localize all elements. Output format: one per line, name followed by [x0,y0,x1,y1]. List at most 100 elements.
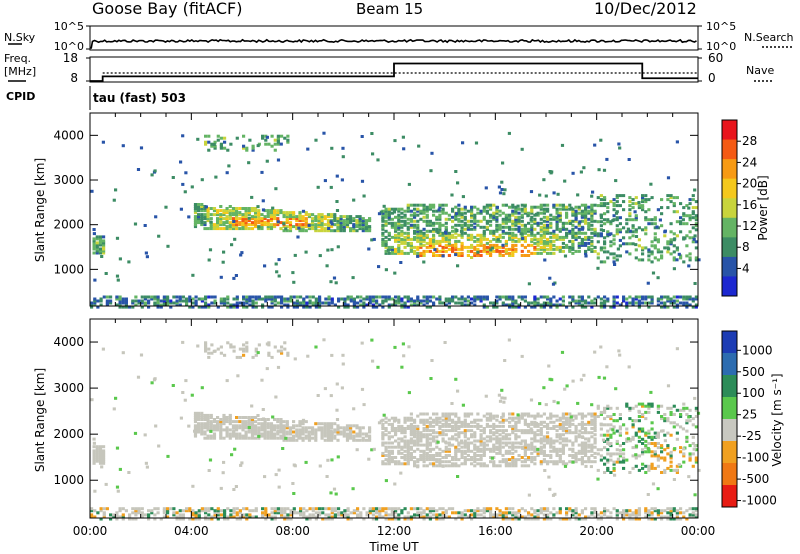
heatmap-cell [596,232,600,236]
heatmap-cell [330,517,334,521]
heatmap-cell [393,139,397,143]
heatmap-cell [364,223,369,227]
heatmap-cell [435,431,439,435]
heatmap-cell [432,439,436,443]
heatmap-cell [422,299,426,303]
heatmap-cell [263,209,267,213]
heatmap-cell [314,215,318,219]
heatmap-cell [128,515,132,519]
heatmap-cell [672,299,676,303]
heatmap-cell [498,191,503,195]
heatmap-cell [495,247,499,251]
heatmap-cell [399,261,403,264]
heatmap-cell [578,220,582,224]
heatmap-cell [416,239,420,243]
heatmap-cell [241,223,245,227]
heatmap-cell [242,146,246,150]
heatmap-cell [257,432,261,436]
heatmap-cell [485,507,489,511]
heatmap-cell [343,509,347,513]
heatmap-cell [565,243,569,247]
heatmap-cell [523,509,527,513]
heatmap-cell [470,209,474,213]
heatmap-cell [558,458,562,462]
heatmap-cell [511,441,515,445]
heatmap-cell [279,426,283,430]
heatmap-cell [228,416,232,419]
heatmap-cell [533,435,537,439]
heatmap-cell [200,217,204,221]
heatmap-cell [197,219,201,223]
heatmap-cell [549,225,553,229]
heatmap-cell [333,229,337,233]
heatmap-cell [672,256,676,260]
heatmap-cell [384,449,388,453]
heatmap-cell [533,447,537,451]
heatmap-cell [428,221,432,225]
heatmap-cell [593,420,597,424]
heatmap-cell [425,301,429,305]
heatmap-cell [90,301,94,305]
heatmap-cell [473,219,477,223]
heatmap-cell [447,235,451,239]
heatmap-cell [543,258,547,262]
heatmap-cell [485,439,489,443]
heatmap-cell [574,301,578,305]
heatmap-cell [590,213,594,217]
heatmap-cell [131,511,135,515]
heatmap-cell [451,412,455,416]
heatmap-cell [95,455,99,459]
heatmap-cell [432,454,436,457]
heatmap-cell [508,235,512,239]
heatmap-cell [435,209,439,213]
heatmap-cell [314,436,318,440]
heatmap-cell [311,509,315,513]
heatmap-cell [511,305,515,309]
heatmap-cell [406,221,410,225]
heatmap-cell [407,182,411,186]
heatmap-cell [352,511,356,515]
heatmap-cell [333,434,337,438]
heatmap-cell [232,515,236,519]
heatmap-cell [470,207,474,211]
heatmap-cell [169,301,173,305]
heatmap-cell [574,213,578,217]
heatmap-cell [663,448,667,452]
heatmap-cell [219,217,223,221]
heatmap-cell [349,227,353,231]
heatmap-cell [282,229,286,233]
heatmap-cell [99,299,103,303]
heatmap-cell [387,418,391,422]
heatmap-cell [213,511,217,515]
heatmap-cell [514,233,518,237]
heatmap-cell [349,295,353,299]
heatmap-cell [311,213,315,217]
heatmap-cell [212,432,217,436]
heatmap-cell [362,297,366,301]
heatmap-cell [241,227,245,231]
heatmap-cell [435,422,439,426]
heatmap-cell [203,430,207,434]
heatmap-cell [435,517,439,521]
heatmap-cell [197,411,201,415]
heatmap-cell [242,343,246,347]
heatmap-cell [457,431,461,435]
heatmap-cell [571,456,575,459]
heatmap-cell [688,452,692,456]
heatmap-cell [463,451,467,455]
heatmap-cell [603,408,607,412]
heatmap-cell [419,245,423,249]
heatmap-cell [321,301,325,305]
heatmap-cell [514,239,518,243]
heatmap-cell [416,237,420,241]
heatmap-cell [441,211,445,215]
heatmap-cell [327,515,331,519]
heatmap-cell [466,414,470,418]
heatmap-cell [571,441,575,445]
heatmap-cell [520,429,524,433]
heatmap-cell [552,449,556,453]
heatmap-cell [384,513,388,517]
heatmap-cell [489,205,493,209]
heatmap-cell [219,432,223,436]
heatmap-cell [263,432,267,436]
